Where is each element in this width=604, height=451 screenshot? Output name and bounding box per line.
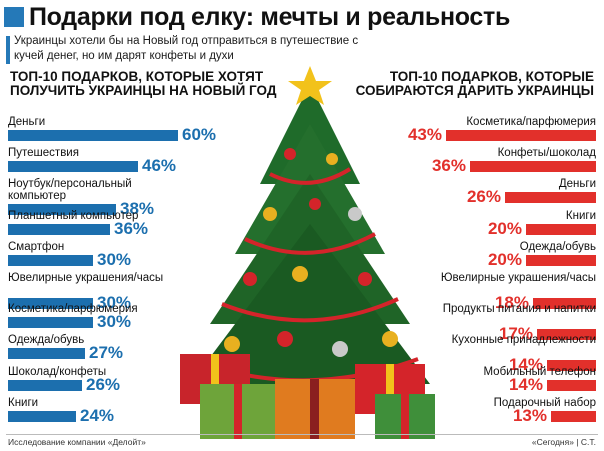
footer-divider [6,434,598,435]
bar [537,329,596,341]
bar [8,317,93,329]
real-row: Конфеты/шоколад 36% [396,147,596,179]
wish-row: Путешествия 46% [8,147,248,179]
value-label: 30% [97,249,132,269]
bar [470,161,596,173]
bar [446,130,596,141]
bar [547,360,596,372]
star-icon [288,66,332,105]
bar [551,410,596,422]
category-label: Подарочный набор [493,396,596,409]
category-label: Конфеты/шоколад [497,147,596,160]
subtitle-marker [6,36,10,64]
category-label: Деньги [8,116,46,128]
value-label: 46% [142,156,177,176]
subtitle: Украинцы хотели бы на Новый год отправит… [14,35,359,62]
value-label: 30% [97,293,132,312]
category-label: Ноутбук/персональный компьютер [8,178,132,203]
real-row: Ювелирные украшения/часы 18% [396,272,596,312]
value-label: 27% [89,343,124,363]
bar [8,223,110,235]
bar [8,130,178,141]
value-label: 14% [508,374,543,394]
wish-row: Планшетный компьютер 36% [8,210,248,242]
gift-boxes [180,354,435,439]
category-label: Мобильный телефон [483,365,596,378]
category-label: Косметика/парфюмерия [8,303,138,316]
bar [533,298,596,309]
wish-chart-title: ТОП-10 подарков, которые хотят получить … [10,69,277,98]
category-label: Одежда/обувь [8,334,85,347]
wish-row: Ювелирные украшения/часы 30% [8,272,248,312]
value-label: 24% [80,405,115,425]
bar [8,204,116,216]
real-row: Продукты питания и напитки 17% [396,303,596,343]
wish-row: Книги 24% [8,397,248,429]
category-label: Кухонные принадлежности [451,334,596,347]
wish-row: Одежда/обувь 27% [8,334,248,366]
category-label: Книги [8,396,39,409]
bar [8,410,76,422]
category-label: Путешествия [8,147,79,160]
value-label: 36% [114,218,149,238]
christmas-tree-illustration [180,66,435,439]
value-label: 18% [494,293,529,312]
page-title: Подарки под елку: мечты и реальность [4,0,510,34]
category-label: Ювелирные украшения/часы [8,272,164,284]
value-label: 60% [182,125,217,144]
bar [8,298,93,309]
bar [526,254,596,266]
bar [8,379,82,391]
real-row: Кухонные принадлежности 14% [396,334,596,374]
wish-row: Смартфон 30% [8,241,248,273]
value-label: 38% [120,199,155,219]
tree-layer-4 [190,224,430,384]
bar [8,254,93,266]
source-note: Исследование компании «Делойт» [8,437,146,447]
category-label: Ювелирные украшения/часы [440,272,596,284]
bar [8,161,138,173]
value-label: 17% [498,324,533,344]
real-row: Одежда/обувь 20% [396,241,596,273]
credit-note: «Сегодня» | С.Т. [531,437,596,447]
value-label: 26% [466,187,501,207]
wish-row: Ноутбук/персональный компьютер 38% [8,178,248,218]
bar [526,223,596,235]
value-label: 36% [431,156,466,176]
value-label: 26% [86,374,121,394]
bar [8,348,85,360]
real-chart-title: ТОП-10 подарков, которые собираются дари… [355,69,594,98]
category-label: Смартфон [8,240,65,253]
category-label: Одежда/обувь [519,240,596,253]
category-label: Косметика/парфюмерия [466,116,596,128]
title-text: Подарки под елку: мечты и реальность [29,3,511,31]
category-label: Шоколад/конфеты [8,365,107,378]
tree-garland [201,167,419,383]
value-label: 43% [407,125,442,144]
bar [505,192,596,204]
value-label: 30% [97,312,132,332]
category-label: Деньги [558,178,596,191]
wish-row: Деньги 60% [8,116,248,148]
real-row: Подарочный набор 13% [396,397,596,429]
value-label: 20% [487,218,522,238]
value-label: 20% [487,249,522,269]
value-label: 14% [508,355,543,375]
real-row: Косметика/парфюмерия 43% [396,116,596,148]
wish-row: Косметика/парфюмерия 30% [8,303,248,335]
real-row: Книги 20% [396,210,596,242]
bar [547,379,596,391]
ornaments [224,148,398,357]
wish-row: Шоколад/конфеты 26% [8,366,248,398]
category-label: Планшетный компьютер [8,209,139,222]
category-label: Книги [565,209,596,222]
real-row: Мобильный телефон 14% [396,366,596,398]
value-label: 13% [512,405,547,425]
title-marker [4,7,24,27]
category-label: Продукты питания и напитки [442,303,596,316]
real-row: Деньги 26% [396,178,596,210]
